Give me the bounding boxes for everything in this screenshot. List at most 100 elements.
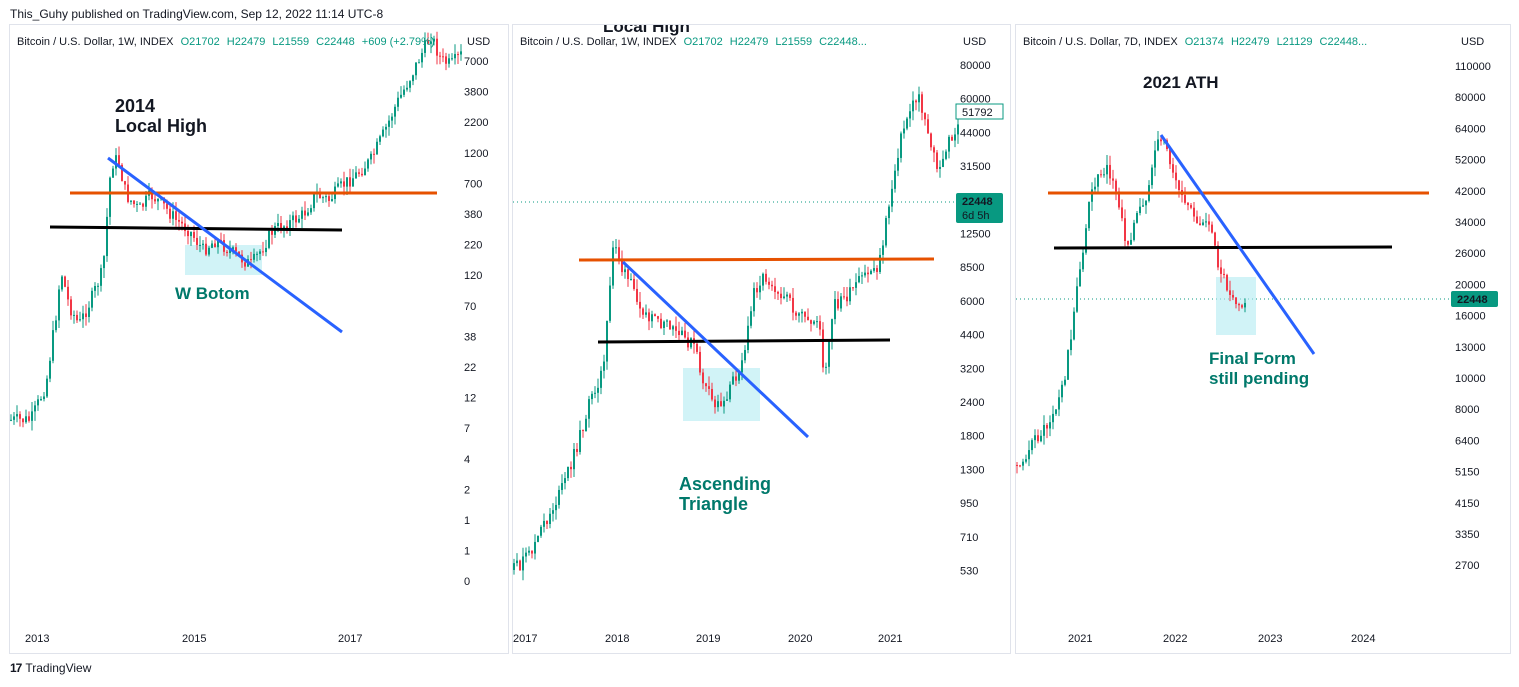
candle-body: [915, 100, 917, 103]
candle-body: [1085, 228, 1087, 253]
candle-body: [1040, 435, 1042, 442]
candle-body: [1157, 139, 1159, 151]
candle-body: [154, 199, 156, 202]
candle-body: [1064, 379, 1066, 385]
candle-body: [175, 211, 177, 220]
candle-body: [654, 314, 656, 317]
candle-body: [1184, 195, 1186, 203]
chart-panel-2013-2017[interactable]: Bitcoin / U.S. Dollar, 1W, INDEX O21702 …: [9, 24, 509, 654]
candle-body: [855, 282, 857, 288]
candle-body: [1172, 164, 1174, 173]
candle-body: [1094, 186, 1096, 190]
candle-body: [798, 313, 800, 316]
candle-body: [837, 299, 839, 309]
candle-body: [1103, 174, 1105, 176]
candle-body: [40, 399, 42, 401]
candle-body: [1109, 164, 1111, 179]
support-line: [49, 225, 343, 232]
candle-body: [594, 392, 596, 394]
candle-body: [933, 147, 935, 153]
candle-body: [229, 249, 231, 254]
candle-body: [864, 272, 866, 276]
candle-body: [921, 94, 923, 113]
candle-body: [193, 232, 195, 238]
annotation-text: Ascending: [679, 474, 771, 494]
candle-body: [873, 268, 875, 271]
candle-body: [49, 360, 51, 379]
y-axis-tick: 380: [464, 209, 482, 221]
candle-body: [418, 62, 420, 64]
candle-body: [301, 210, 303, 219]
candle-body: [1232, 294, 1234, 298]
chart-canvas[interactable]: 110000 80000 64000 52000 42000 34000 26000 2000…: [1016, 25, 1510, 653]
candle-body: [421, 52, 423, 63]
candle-body: [1151, 167, 1153, 186]
currency-label: USD: [963, 36, 987, 48]
candle-body: [897, 157, 899, 171]
chart-panel-2021-2024[interactable]: Bitcoin / U.S. Dollar, 7D, INDEX O21374 …: [1015, 24, 1511, 654]
candle-body: [885, 218, 887, 246]
y-axis-tick: 2400: [960, 397, 984, 409]
candle-body: [609, 285, 611, 321]
candle-body: [1229, 290, 1231, 295]
candle-body: [112, 168, 114, 178]
support-line: [1053, 245, 1393, 250]
symbol-legend: Bitcoin / U.S. Dollar, 1W, INDEX O21702 …: [17, 36, 435, 48]
candle-body: [789, 294, 791, 298]
candle-body: [1145, 200, 1147, 206]
candle-body: [909, 111, 911, 119]
candle-body: [645, 312, 647, 315]
y-axis-tick: 52000: [1455, 155, 1486, 167]
candle-body: [445, 56, 447, 64]
open-value: O21702: [683, 36, 723, 48]
candle-body: [804, 311, 806, 317]
trend-line: [621, 260, 810, 439]
price-label-value: 51792: [962, 107, 993, 119]
candle-body: [900, 133, 902, 158]
candle-body: [295, 215, 297, 223]
last-price-badge: [956, 193, 1003, 223]
candle-body: [115, 155, 117, 169]
candle-body: [1154, 150, 1156, 168]
candle-body: [358, 172, 360, 174]
candle-body: [528, 550, 530, 553]
candle-body: [1127, 240, 1129, 245]
bar-countdown: 6d 5h: [962, 210, 990, 222]
candle-body: [211, 243, 213, 248]
candle-body: [202, 243, 204, 245]
candle-body: [1205, 221, 1207, 223]
candle-body: [1211, 224, 1213, 233]
chart-panel-2017-2021[interactable]: Bitcoin / U.S. Dollar, 1W, INDEX O21702 …: [512, 24, 1011, 654]
candle-body: [100, 268, 102, 286]
candle-body: [1169, 149, 1171, 165]
chart-canvas[interactable]: 8000060000440003150017500125008500600044…: [513, 25, 1010, 653]
candle-body: [151, 190, 153, 200]
candle-body: [828, 341, 830, 367]
candle-body: [409, 81, 411, 88]
close-value: C22448...: [1319, 36, 1368, 48]
candle-body: [819, 321, 821, 330]
y-axis-tick: 2200: [464, 117, 488, 129]
tradingview-footer[interactable]: 17 TradingView: [10, 661, 91, 675]
y-axis-tick: 120: [464, 270, 482, 282]
y-axis-tick: 7000: [464, 56, 488, 68]
candle-body: [187, 230, 189, 237]
candle-body: [277, 223, 279, 226]
candle-body: [678, 330, 680, 336]
candle-body: [1133, 222, 1135, 240]
candle-body: [588, 399, 590, 419]
candle-body: [388, 120, 390, 127]
candle-body: [1022, 461, 1024, 466]
candle-body: [298, 218, 300, 223]
candle-body: [1031, 440, 1033, 451]
chart-canvas[interactable]: 7000 3800 2200 1200 700 380 220 120 70 38 22 12 7 4 2 1…: [10, 25, 508, 653]
candle-body: [1067, 350, 1069, 380]
candle-body: [843, 296, 845, 298]
candle-body: [618, 247, 620, 260]
candle-body: [810, 320, 812, 324]
candle-body: [439, 55, 441, 57]
candle-body: [37, 399, 39, 406]
currency-label: USD: [1461, 36, 1485, 48]
y-axis-tick: 42000: [1455, 186, 1486, 198]
candle-body: [142, 203, 144, 207]
